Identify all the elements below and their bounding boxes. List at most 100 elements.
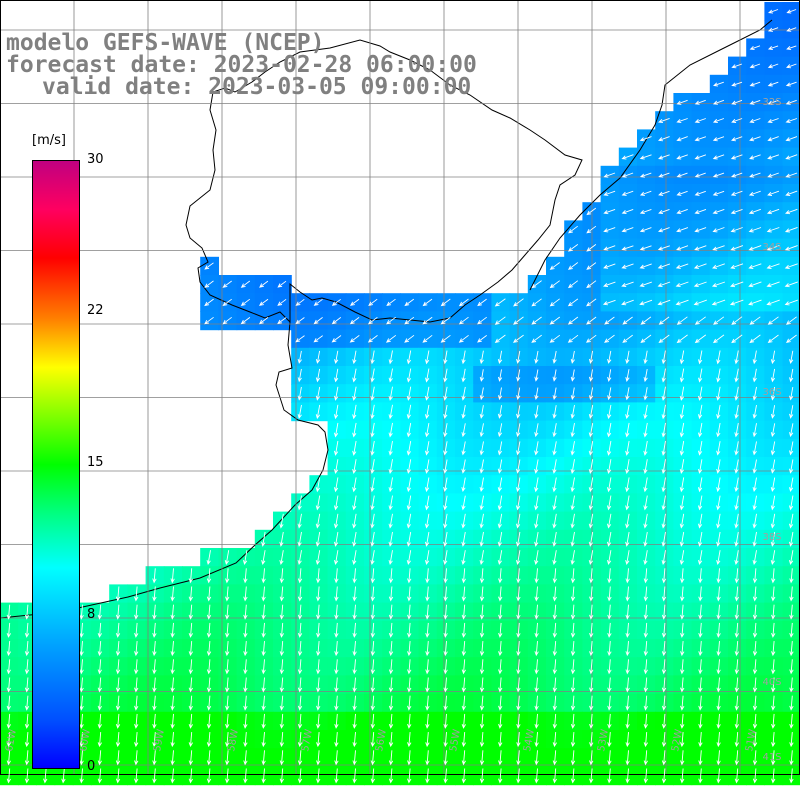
wind-arrow [279, 550, 284, 566]
wind-arrow [552, 350, 557, 364]
wind-arrow [552, 477, 557, 493]
wind-arrow [676, 136, 688, 142]
wind-arrow [712, 172, 725, 178]
wind-arrow [552, 423, 557, 438]
wind-arrow [675, 299, 689, 306]
wind-arrow [334, 586, 339, 602]
wind-arrow [589, 677, 594, 693]
wind-arrow [661, 695, 667, 711]
wind-arrow [170, 732, 175, 748]
wind-arrow [534, 477, 539, 493]
wind-arrow [675, 281, 689, 288]
wind-arrow [225, 604, 230, 620]
wind-arrow [770, 368, 776, 383]
wind-arrow [570, 350, 575, 364]
wind-arrow [206, 550, 211, 566]
wind-arrow [388, 586, 394, 602]
wind-arrow [731, 63, 743, 69]
wind-arrow [639, 245, 652, 251]
wind-arrow [297, 768, 303, 784]
wind-arrow [771, 641, 776, 657]
wind-arrow [786, 9, 797, 14]
wind-arrow [206, 659, 212, 675]
wind-arrow [188, 768, 193, 784]
wind-arrow [534, 369, 539, 382]
wind-arrow [333, 495, 339, 511]
wind-arrow [297, 568, 303, 584]
wind-arrow [748, 263, 762, 269]
wind-arrow [497, 369, 503, 382]
wind-arrow [461, 768, 466, 784]
wind-arrow [749, 154, 761, 160]
wind-arrow [712, 263, 725, 269]
wind-arrow [716, 404, 721, 420]
wind-arrow [639, 227, 652, 233]
wind-arrow [261, 750, 266, 766]
wind-arrow [680, 677, 685, 693]
wind-arrow [313, 335, 323, 343]
wind-arrow [534, 405, 539, 419]
wind-arrow [712, 227, 725, 233]
wind-arrow [331, 298, 341, 306]
wind-arrow [586, 298, 597, 307]
wind-arrow [698, 350, 703, 365]
wind-arrow [6, 659, 11, 675]
wind-arrow [767, 136, 779, 142]
wind-arrow [388, 732, 394, 748]
wind-arrow [407, 604, 412, 620]
wind-arrow [752, 750, 758, 766]
wind-arrow [279, 604, 284, 620]
wind-arrow [461, 441, 466, 456]
wind-arrow [643, 459, 648, 475]
wind-arrow [639, 208, 652, 215]
wind-arrow [497, 513, 503, 529]
valid-date: valid date: 2023-03-05 09:00:00 [42, 74, 472, 100]
wind-arrow [661, 386, 666, 401]
wind-arrow [206, 750, 212, 766]
wind-arrow [716, 423, 721, 438]
wind-arrow [698, 568, 703, 584]
wind-arrow [788, 459, 794, 474]
wind-arrow [498, 695, 503, 711]
wind-arrow [352, 368, 357, 383]
wind-arrow [79, 713, 84, 729]
wind-arrow [222, 298, 232, 307]
lon-label: 56W [374, 728, 389, 752]
wind-arrow [407, 713, 412, 729]
wind-arrow [693, 281, 707, 288]
wind-arrow [425, 713, 430, 729]
wind-arrow [661, 677, 667, 693]
wind-arrow [352, 550, 357, 566]
wind-arrow [297, 586, 303, 602]
wind-arrow [768, 9, 779, 14]
wind-arrow [676, 334, 688, 344]
wind-arrow [586, 225, 597, 234]
wind-arrow [479, 550, 484, 566]
wind-arrow [279, 622, 284, 638]
wind-arrow [352, 641, 357, 657]
wind-arrow [188, 659, 193, 675]
wind-arrow [24, 768, 30, 784]
lat-label: 36S [762, 387, 781, 398]
wind-arrow [716, 477, 721, 493]
wind-arrow [388, 495, 393, 511]
wind-arrow [316, 677, 321, 693]
wind-arrow [771, 732, 776, 748]
wind-arrow [404, 298, 415, 307]
wind-arrow [549, 334, 561, 343]
wind-arrow [352, 750, 357, 766]
wind-arrow [297, 368, 302, 383]
wind-arrow [424, 459, 430, 474]
wind-arrow [515, 531, 521, 547]
wind-arrow [607, 350, 612, 364]
wind-arrow [404, 316, 415, 325]
wind-arrow [334, 641, 339, 657]
wind-arrow [479, 568, 485, 584]
wind-arrow [661, 477, 666, 493]
wind-arrow [479, 732, 485, 748]
wind-arrow [461, 750, 466, 766]
wind-arrow [734, 750, 739, 766]
wind-arrow [788, 531, 794, 547]
wind-arrow [607, 387, 612, 401]
wind-arrow [498, 586, 503, 602]
